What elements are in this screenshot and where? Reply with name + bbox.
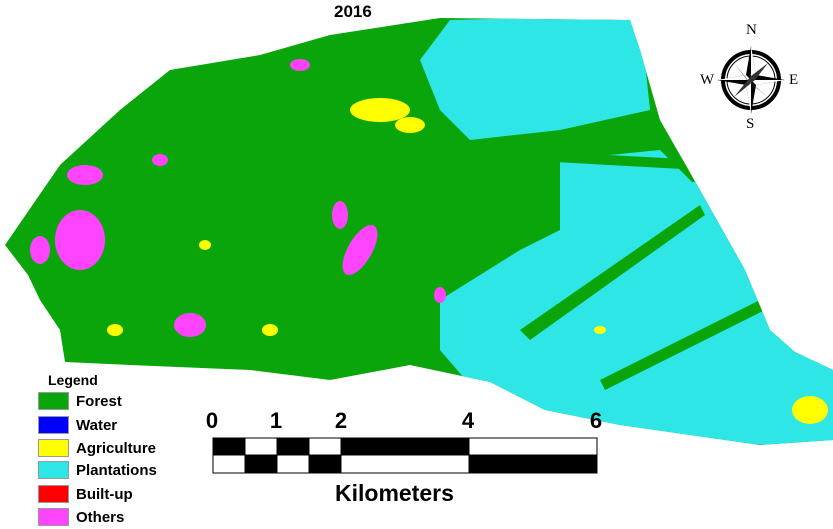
legend-label: Plantations (76, 461, 157, 479)
legend-title: Legend (48, 372, 98, 388)
scale-units: Kilometers (335, 480, 454, 506)
compass-s: S (746, 116, 755, 132)
compass-w: W (700, 72, 715, 88)
legend-label: Others (76, 508, 125, 526)
plantations-area (420, 18, 833, 445)
legend-item: Built-up (38, 484, 133, 504)
legend-label: Built-up (76, 485, 133, 503)
compass-e: E (789, 72, 799, 88)
scale-tick: 4 (461, 408, 475, 433)
scale-tick: 2 (334, 408, 348, 433)
compass-rose-icon (717, 46, 785, 114)
legend-item: Agriculture (38, 438, 156, 458)
legend-swatch (38, 392, 69, 410)
forest-strips (430, 145, 765, 390)
scale-bar (212, 437, 598, 474)
legend-swatch (38, 416, 69, 434)
legend-item: Others (38, 507, 124, 527)
scale-tick: 6 (589, 408, 603, 433)
legend-swatch (38, 485, 69, 503)
agriculture-patches (107, 98, 828, 424)
scale-tick: 1 (269, 408, 283, 433)
legend-swatch (38, 461, 69, 479)
legend-item: Plantations (38, 460, 157, 480)
legend-label: Water (76, 416, 118, 434)
map-title: 2016 (334, 2, 372, 21)
legend-item: Water (38, 415, 117, 435)
legend-item: Forest (38, 391, 122, 411)
compass-n: N (746, 22, 757, 38)
legend-swatch (38, 508, 69, 526)
legend-swatch (38, 439, 69, 457)
scale-tick: 0 (205, 408, 219, 433)
legend-label: Forest (76, 392, 122, 410)
others-patches (30, 59, 446, 337)
legend-label: Agriculture (76, 439, 157, 457)
